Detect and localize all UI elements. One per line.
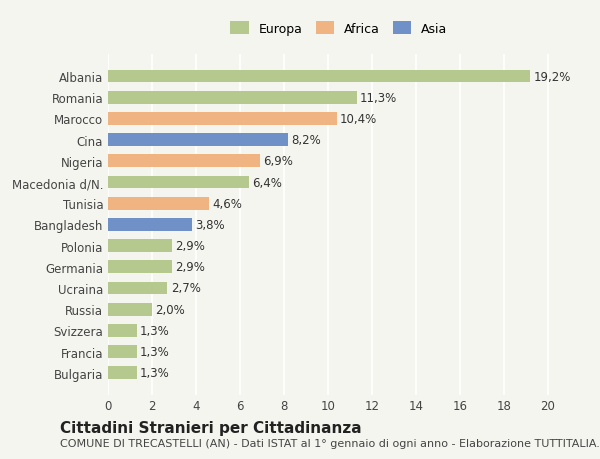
Bar bbox=[108, 346, 137, 358]
Text: 11,3%: 11,3% bbox=[360, 91, 397, 105]
Legend: Europa, Africa, Asia: Europa, Africa, Asia bbox=[226, 17, 452, 41]
Text: 2,7%: 2,7% bbox=[170, 282, 200, 295]
Bar bbox=[108, 303, 152, 316]
Text: 1,3%: 1,3% bbox=[140, 366, 170, 380]
Bar bbox=[108, 134, 289, 147]
Bar bbox=[108, 197, 209, 210]
Bar bbox=[108, 71, 530, 83]
Text: 1,3%: 1,3% bbox=[140, 345, 170, 358]
Bar bbox=[108, 240, 172, 252]
Text: 6,4%: 6,4% bbox=[252, 176, 282, 189]
Text: 4,6%: 4,6% bbox=[212, 197, 242, 210]
Text: 19,2%: 19,2% bbox=[534, 70, 571, 84]
Bar bbox=[108, 155, 260, 168]
Text: 1,3%: 1,3% bbox=[140, 324, 170, 337]
Text: Cittadini Stranieri per Cittadinanza: Cittadini Stranieri per Cittadinanza bbox=[60, 420, 362, 435]
Text: 2,9%: 2,9% bbox=[175, 261, 205, 274]
Text: 2,0%: 2,0% bbox=[155, 303, 185, 316]
Text: 10,4%: 10,4% bbox=[340, 112, 377, 126]
Bar bbox=[108, 282, 167, 295]
Text: 2,9%: 2,9% bbox=[175, 240, 205, 252]
Bar bbox=[108, 92, 356, 104]
Text: 6,9%: 6,9% bbox=[263, 155, 293, 168]
Text: COMUNE DI TRECASTELLI (AN) - Dati ISTAT al 1° gennaio di ogni anno - Elaborazion: COMUNE DI TRECASTELLI (AN) - Dati ISTAT … bbox=[60, 438, 600, 448]
Text: 3,8%: 3,8% bbox=[195, 218, 224, 231]
Bar bbox=[108, 367, 137, 379]
Text: 8,2%: 8,2% bbox=[292, 134, 322, 147]
Bar bbox=[108, 261, 172, 274]
Bar bbox=[108, 325, 137, 337]
Bar bbox=[108, 113, 337, 125]
Bar bbox=[108, 218, 191, 231]
Bar bbox=[108, 176, 249, 189]
